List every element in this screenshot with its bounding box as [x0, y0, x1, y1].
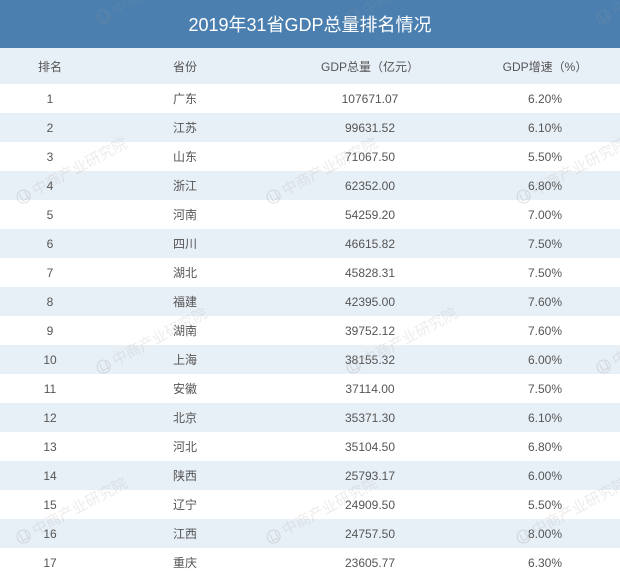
col-header-gdp: GDP总量（亿元）	[270, 58, 470, 75]
cell-rank: 10	[0, 353, 100, 367]
cell-province: 湖南	[100, 322, 270, 339]
cell-gdp: 99631.52	[270, 121, 470, 135]
table-row: 16江西24757.508.00%	[0, 519, 620, 548]
cell-growth: 6.80%	[470, 179, 620, 193]
cell-province: 陕西	[100, 467, 270, 484]
cell-gdp: 23605.77	[270, 556, 470, 570]
cell-province: 山东	[100, 148, 270, 165]
table-row: 9湖南39752.127.60%	[0, 316, 620, 345]
table-body: 1广东107671.076.20%2江苏99631.526.10%3山东7106…	[0, 84, 620, 577]
cell-province: 河北	[100, 438, 270, 455]
table-row: 13河北35104.506.80%	[0, 432, 620, 461]
cell-rank: 15	[0, 498, 100, 512]
cell-growth: 7.00%	[470, 208, 620, 222]
cell-rank: 11	[0, 382, 100, 396]
cell-province: 福建	[100, 293, 270, 310]
table-row: 7湖北45828.317.50%	[0, 258, 620, 287]
table-row: 3山东71067.505.50%	[0, 142, 620, 171]
cell-gdp: 35371.30	[270, 411, 470, 425]
cell-rank: 5	[0, 208, 100, 222]
cell-rank: 9	[0, 324, 100, 338]
cell-province: 河南	[100, 206, 270, 223]
cell-province: 安徽	[100, 380, 270, 397]
cell-rank: 16	[0, 527, 100, 541]
table-row: 5河南54259.207.00%	[0, 200, 620, 229]
table-row: 6四川46615.827.50%	[0, 229, 620, 258]
cell-growth: 8.00%	[470, 527, 620, 541]
cell-province: 北京	[100, 409, 270, 426]
cell-growth: 6.00%	[470, 469, 620, 483]
table-row: 4浙江62352.006.80%	[0, 171, 620, 200]
cell-gdp: 24909.50	[270, 498, 470, 512]
title-text: 2019年31省GDP总量排名情况	[188, 11, 431, 37]
cell-gdp: 45828.31	[270, 266, 470, 280]
table-row: 11安徽37114.007.50%	[0, 374, 620, 403]
cell-province: 江苏	[100, 119, 270, 136]
cell-rank: 14	[0, 469, 100, 483]
cell-gdp: 71067.50	[270, 150, 470, 164]
cell-province: 辽宁	[100, 496, 270, 513]
table-row: 15辽宁24909.505.50%	[0, 490, 620, 519]
cell-gdp: 54259.20	[270, 208, 470, 222]
cell-rank: 3	[0, 150, 100, 164]
cell-growth: 7.60%	[470, 295, 620, 309]
cell-growth: 7.50%	[470, 237, 620, 251]
cell-growth: 7.50%	[470, 382, 620, 396]
cell-rank: 4	[0, 179, 100, 193]
cell-rank: 2	[0, 121, 100, 135]
table-row: 10上海38155.326.00%	[0, 345, 620, 374]
cell-rank: 17	[0, 556, 100, 570]
col-header-rank: 排名	[0, 58, 100, 75]
cell-province: 浙江	[100, 177, 270, 194]
cell-growth: 5.50%	[470, 498, 620, 512]
cell-growth: 6.00%	[470, 353, 620, 367]
cell-province: 重庆	[100, 554, 270, 571]
cell-gdp: 24757.50	[270, 527, 470, 541]
cell-province: 江西	[100, 525, 270, 542]
cell-growth: 7.60%	[470, 324, 620, 338]
cell-gdp: 38155.32	[270, 353, 470, 367]
cell-rank: 6	[0, 237, 100, 251]
cell-growth: 7.50%	[470, 266, 620, 280]
table-title: 2019年31省GDP总量排名情况	[0, 0, 620, 48]
col-header-growth: GDP增速（%）	[470, 58, 620, 75]
table-row: 12北京35371.306.10%	[0, 403, 620, 432]
cell-growth: 6.10%	[470, 121, 620, 135]
cell-gdp: 107671.07	[270, 92, 470, 106]
col-header-province: 省份	[100, 58, 270, 75]
cell-gdp: 62352.00	[270, 179, 470, 193]
cell-rank: 8	[0, 295, 100, 309]
cell-province: 上海	[100, 351, 270, 368]
cell-rank: 13	[0, 440, 100, 454]
cell-growth: 6.30%	[470, 556, 620, 570]
cell-growth: 6.20%	[470, 92, 620, 106]
table-row: 14陕西25793.176.00%	[0, 461, 620, 490]
table-row: 1广东107671.076.20%	[0, 84, 620, 113]
cell-province: 四川	[100, 235, 270, 252]
cell-gdp: 46615.82	[270, 237, 470, 251]
table-row: 2江苏99631.526.10%	[0, 113, 620, 142]
cell-province: 湖北	[100, 264, 270, 281]
cell-rank: 1	[0, 92, 100, 106]
cell-province: 广东	[100, 90, 270, 107]
cell-growth: 6.10%	[470, 411, 620, 425]
cell-rank: 12	[0, 411, 100, 425]
cell-gdp: 35104.50	[270, 440, 470, 454]
column-header-row: 排名 省份 GDP总量（亿元） GDP增速（%）	[0, 48, 620, 84]
cell-rank: 7	[0, 266, 100, 280]
cell-gdp: 39752.12	[270, 324, 470, 338]
table-row: 17重庆23605.776.30%	[0, 548, 620, 577]
cell-growth: 6.80%	[470, 440, 620, 454]
cell-gdp: 25793.17	[270, 469, 470, 483]
table-row: 8福建42395.007.60%	[0, 287, 620, 316]
cell-growth: 5.50%	[470, 150, 620, 164]
cell-gdp: 42395.00	[270, 295, 470, 309]
cell-gdp: 37114.00	[270, 382, 470, 396]
